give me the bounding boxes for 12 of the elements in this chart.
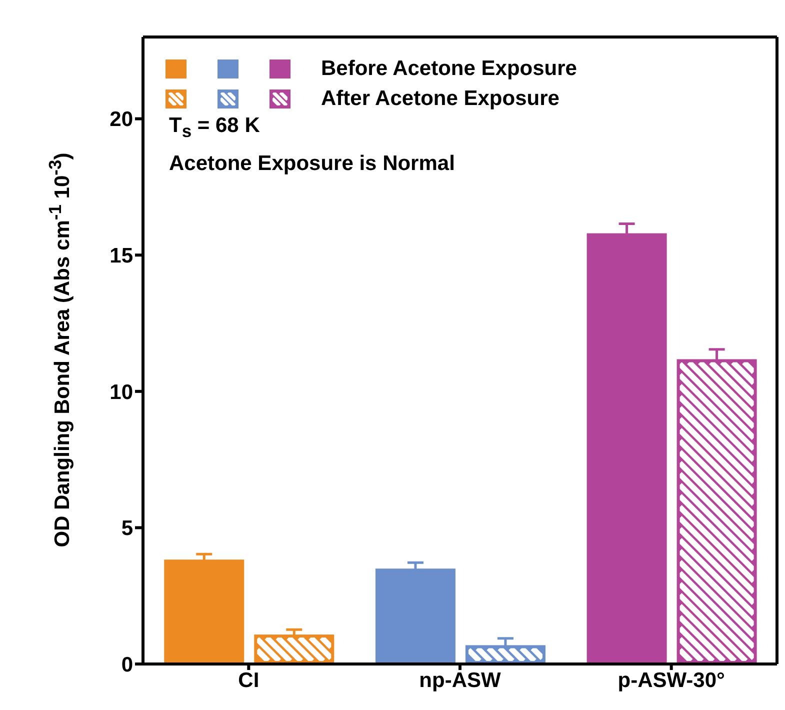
y-tick-label: 20 [110, 108, 133, 132]
annotation: Acetone Exposure is Normal [169, 152, 455, 176]
x-tick-label: CI [238, 668, 260, 692]
y-tick-label: 15 [110, 244, 134, 268]
legend-label: After Acetone Exposure [321, 87, 560, 111]
y-tick-label: 10 [110, 380, 133, 404]
legend-label: Before Acetone Exposure [321, 57, 577, 81]
x-tick-label: np-ASW [419, 668, 501, 692]
y-tick-label: 5 [121, 517, 134, 540]
annotation: T$_{s}$ = 68 K [169, 114, 260, 142]
y-tick-label: 0 [121, 653, 133, 676]
x-tick-label: p-ASW-30° [618, 668, 725, 692]
